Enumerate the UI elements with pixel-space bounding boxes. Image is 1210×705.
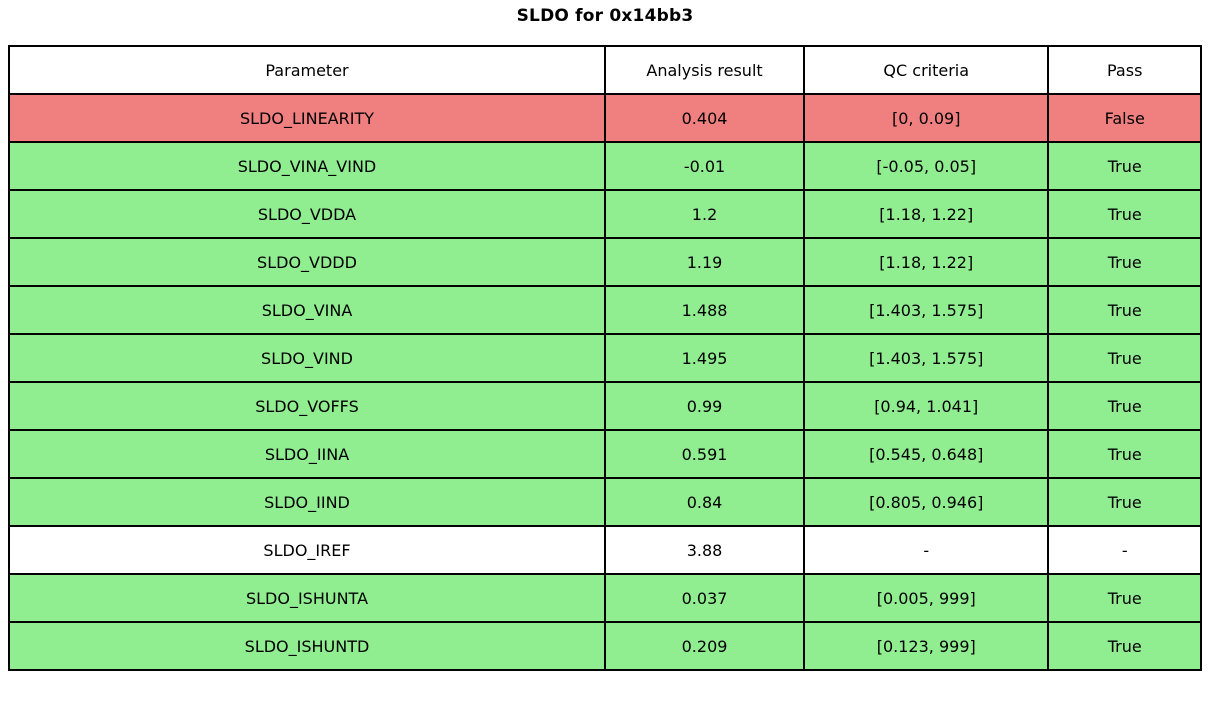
- cell-qc-criteria: [0.94, 1.041]: [803, 381, 1050, 431]
- cell-qc-criteria: [0.805, 0.946]: [803, 477, 1050, 527]
- cell-qc-criteria: [-0.05, 0.05]: [803, 141, 1050, 191]
- table-row: SLDO_VDDA 1.2 [1.18, 1.22] True: [8, 189, 1202, 239]
- cell-parameter: SLDO_VDDD: [8, 237, 606, 287]
- cell-parameter: SLDO_ISHUNTD: [8, 621, 606, 671]
- table-row: SLDO_IREF 3.88- -: [8, 525, 1202, 575]
- cell-analysis-result: 0.404: [603, 93, 806, 143]
- table-row: SLDO_VDDD 1.19 [1.18, 1.22] True: [8, 237, 1202, 287]
- qc-results-table: Parameter Analysis result QC criteria Pa…: [8, 45, 1202, 671]
- cell-analysis-result: 0.591: [603, 429, 806, 479]
- cell-analysis-result: 0.209: [603, 621, 806, 671]
- cell-analysis-result: 3.88: [603, 525, 806, 575]
- table-row: SLDO_IINA 0.591 [0.545, 0.648] True: [8, 429, 1202, 479]
- cell-pass: True: [1047, 477, 1202, 527]
- cell-pass: True: [1047, 621, 1202, 671]
- table-row: SLDO_ISHUNTA 0.037 [0.005, 999] True: [8, 573, 1202, 623]
- cell-pass: True: [1047, 237, 1202, 287]
- cell-pass: True: [1047, 333, 1202, 383]
- cell-parameter: SLDO_ISHUNTA: [8, 573, 606, 623]
- cell-pass: True: [1047, 285, 1202, 335]
- cell-parameter: SLDO_VIND: [8, 333, 606, 383]
- table-row: SLDO_VINA 1.488 [1.403, 1.575] True: [8, 285, 1202, 335]
- cell-qc-criteria: [1.403, 1.575]: [803, 333, 1050, 383]
- page-title: SLDO for 0x14bb3: [516, 6, 694, 26]
- column-header-qc-criteria: QC criteria: [803, 45, 1050, 95]
- cell-pass: True: [1047, 381, 1202, 431]
- table-row: SLDO_VINA_VIND -0.01 [-0.05, 0.05] True: [8, 141, 1202, 191]
- cell-qc-criteria: [1.403, 1.575]: [803, 285, 1050, 335]
- cell-analysis-result: 0.99: [603, 381, 806, 431]
- column-header-parameter: Parameter: [8, 45, 606, 95]
- cell-analysis-result: 1.488: [603, 285, 806, 335]
- cell-parameter: SLDO_IREF: [8, 525, 606, 575]
- cell-analysis-result: 1.19: [603, 237, 806, 287]
- cell-parameter: SLDO_LINEARITY: [8, 93, 606, 143]
- cell-qc-criteria: [0.005, 999]: [803, 573, 1050, 623]
- column-header-pass: Pass: [1047, 45, 1202, 95]
- cell-parameter: SLDO_VINA_VIND: [8, 141, 606, 191]
- cell-parameter: SLDO_IINA: [8, 429, 606, 479]
- cell-analysis-result: 0.84: [603, 477, 806, 527]
- cell-parameter: SLDO_VDDA: [8, 189, 606, 239]
- table-row: SLDO_ISHUNTD 0.209 [0.123, 999] True: [8, 621, 1202, 671]
- cell-pass: True: [1047, 189, 1202, 239]
- cell-qc-criteria: [0.123, 999]: [803, 621, 1050, 671]
- cell-qc-criteria: [0, 0.09]: [803, 93, 1050, 143]
- cell-parameter: SLDO_VINA: [8, 285, 606, 335]
- cell-qc-criteria: [0.545, 0.648]: [803, 429, 1050, 479]
- table-row: SLDO_LINEARITY 0.404 [0, 0.09] False: [8, 93, 1202, 143]
- cell-analysis-result: -0.01: [603, 141, 806, 191]
- cell-pass: True: [1047, 573, 1202, 623]
- cell-parameter: SLDO_IIND: [8, 477, 606, 527]
- cell-analysis-result: 1.495: [603, 333, 806, 383]
- cell-parameter: SLDO_VOFFS: [8, 381, 606, 431]
- cell-analysis-result: 0.037: [603, 573, 806, 623]
- cell-pass: -: [1047, 525, 1202, 575]
- cell-analysis-result: 1.2: [603, 189, 806, 239]
- column-header-analysis-result: Analysis result: [603, 45, 806, 95]
- cell-qc-criteria: -: [803, 525, 1050, 575]
- cell-pass: True: [1047, 429, 1202, 479]
- cell-pass: True: [1047, 141, 1202, 191]
- table-header-row: Parameter Analysis result QC criteria Pa…: [8, 45, 1202, 95]
- cell-pass: False: [1047, 93, 1202, 143]
- table-row: SLDO_VOFFS 0.99 [0.94, 1.041] True: [8, 381, 1202, 431]
- table-row: SLDO_VIND 1.495 [1.403, 1.575] True: [8, 333, 1202, 383]
- cell-qc-criteria: [1.18, 1.22]: [803, 237, 1050, 287]
- cell-qc-criteria: [1.18, 1.22]: [803, 189, 1050, 239]
- table-row: SLDO_IIND 0.84 [0.805, 0.946] True: [8, 477, 1202, 527]
